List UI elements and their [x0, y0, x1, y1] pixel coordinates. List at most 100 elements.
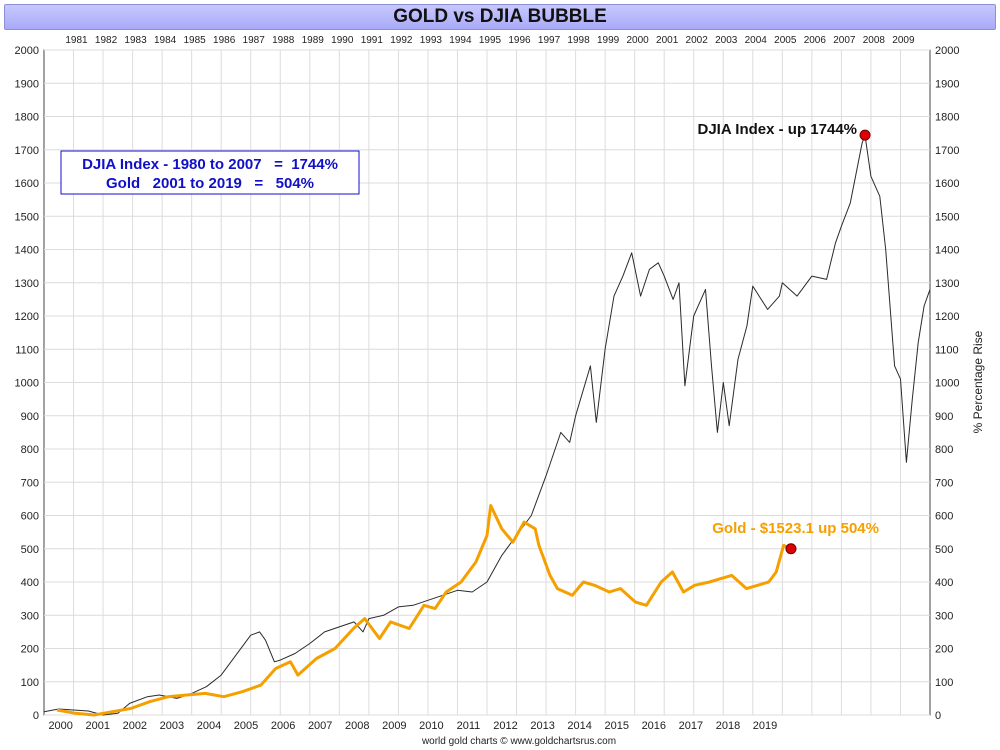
- x-tick-bottom: 2000: [48, 720, 72, 732]
- x-tick-top: 2008: [863, 35, 886, 46]
- x-tick-top: 2001: [656, 35, 679, 46]
- y-tick-right: 300: [935, 610, 953, 622]
- x-tick-bottom: 2017: [679, 720, 703, 732]
- y-tick-right: 1600: [935, 178, 959, 190]
- x-tick-bottom: 2018: [716, 720, 740, 732]
- y-tick-right: 400: [935, 577, 953, 589]
- y-tick-left: 0: [33, 710, 39, 722]
- gold-end-marker: [785, 543, 797, 555]
- y-tick-left: 2000: [15, 45, 39, 57]
- y-tick-left: 1700: [15, 145, 39, 157]
- y-tick-right: 1800: [935, 112, 959, 124]
- x-tick-top: 1993: [420, 35, 443, 46]
- x-tick-top: 1983: [124, 35, 147, 46]
- y-tick-right: 100: [935, 677, 953, 689]
- x-tick-top: 1987: [243, 35, 266, 46]
- summary-box: [60, 150, 360, 195]
- x-tick-top: 2004: [745, 35, 768, 46]
- y-tick-left: 1000: [15, 378, 39, 390]
- x-tick-top: 1994: [449, 35, 472, 46]
- x-tick-bottom: 2002: [123, 720, 147, 732]
- y-tick-left: 700: [21, 477, 39, 489]
- title-bar: GOLD vs DJIA BUBBLE: [4, 4, 996, 30]
- djia-annotation: DJIA Index - up 1744%: [698, 121, 858, 138]
- x-tick-bottom: 2014: [567, 720, 591, 732]
- footer-credit: world gold charts © www.goldchartsrus.co…: [421, 736, 616, 747]
- x-tick-bottom: 2011: [457, 720, 481, 732]
- y-tick-left: 1800: [15, 112, 39, 124]
- x-tick-bottom: 2001: [86, 720, 110, 732]
- x-tick-top: 1991: [361, 35, 384, 46]
- y-tick-left: 400: [21, 577, 39, 589]
- x-tick-top: 2009: [892, 35, 915, 46]
- x-tick-top: 1997: [538, 35, 561, 46]
- y-tick-right: 600: [935, 511, 953, 523]
- x-tick-bottom: 2005: [234, 720, 258, 732]
- x-tick-top: 1985: [183, 35, 206, 46]
- x-tick-bottom: 2003: [160, 720, 184, 732]
- y-tick-left: 900: [21, 411, 39, 423]
- y-tick-right: 1300: [935, 278, 959, 290]
- y-tick-right: 1100: [935, 344, 959, 356]
- x-tick-top: 2007: [833, 35, 856, 46]
- x-tick-top: 1988: [272, 35, 295, 46]
- x-tick-top: 1992: [390, 35, 413, 46]
- y-tick-right: 1400: [935, 245, 959, 257]
- y-tick-left: 1900: [15, 78, 39, 90]
- x-tick-top: 2006: [804, 35, 827, 46]
- x-tick-bottom: 2012: [493, 720, 517, 732]
- x-tick-top: 1996: [508, 35, 531, 46]
- x-tick-top: 1989: [302, 35, 325, 46]
- y-tick-left: 500: [21, 544, 39, 556]
- y-tick-right: 1900: [935, 78, 959, 90]
- gold-annotation: Gold - $1523.1 up 504%: [712, 520, 879, 537]
- x-tick-top: 1981: [65, 35, 88, 46]
- x-tick-bottom: 2015: [605, 720, 629, 732]
- x-tick-top: 1999: [597, 35, 620, 46]
- y-tick-left: 1500: [15, 211, 39, 223]
- djia-end-marker: [859, 129, 871, 141]
- x-tick-top: 2000: [626, 35, 649, 46]
- x-tick-bottom: 2004: [197, 720, 221, 732]
- y-tick-left: 600: [21, 511, 39, 523]
- x-tick-top: 1995: [479, 35, 502, 46]
- x-tick-top: 2005: [774, 35, 797, 46]
- y-tick-left: 1600: [15, 178, 39, 190]
- y-tick-left: 200: [21, 644, 39, 656]
- y-tick-left: 300: [21, 610, 39, 622]
- x-tick-bottom: 2019: [753, 720, 777, 732]
- x-tick-top: 1982: [95, 35, 118, 46]
- y-tick-right: 1000: [935, 378, 959, 390]
- y-tick-left: 1100: [15, 344, 39, 356]
- y-tick-right: 800: [935, 444, 953, 456]
- x-tick-top: 2003: [715, 35, 738, 46]
- y-tick-right: 200: [935, 644, 953, 656]
- x-tick-top: 1998: [567, 35, 590, 46]
- x-tick-bottom: 2010: [419, 720, 443, 732]
- x-tick-top: 2002: [686, 35, 709, 46]
- x-tick-top: 1986: [213, 35, 236, 46]
- y-tick-left: 100: [21, 677, 39, 689]
- y-tick-left: 800: [21, 444, 39, 456]
- y-tick-right: 1700: [935, 145, 959, 157]
- y-tick-right: 1500: [935, 211, 959, 223]
- x-tick-top: 1984: [154, 35, 177, 46]
- x-tick-bottom: 2006: [271, 720, 295, 732]
- x-tick-bottom: 2008: [345, 720, 369, 732]
- y-tick-right: 0: [935, 710, 941, 722]
- y-tick-left: 1400: [15, 245, 39, 257]
- x-tick-bottom: 2016: [642, 720, 666, 732]
- x-tick-top: 1990: [331, 35, 354, 46]
- right-axis-label: % Percentage Rise: [971, 330, 985, 433]
- summary-line-2: Gold 2001 to 2019 = 504%: [106, 175, 314, 192]
- djia-series-line: [43, 134, 931, 716]
- y-tick-right: 1200: [935, 311, 959, 323]
- y-tick-right: 500: [935, 544, 953, 556]
- y-tick-right: 700: [935, 477, 953, 489]
- y-tick-right: 2000: [935, 45, 959, 57]
- gold-series-line: [56, 504, 792, 717]
- y-tick-right: 900: [935, 411, 953, 423]
- chart-title: GOLD vs DJIA BUBBLE: [393, 6, 607, 27]
